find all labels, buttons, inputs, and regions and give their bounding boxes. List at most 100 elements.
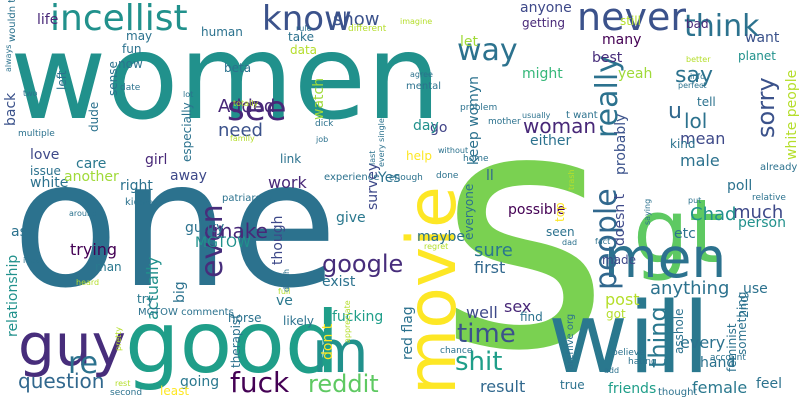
word-human: human	[201, 25, 243, 39]
word-reddit: reddit	[308, 370, 379, 398]
word-exist: exist	[322, 274, 356, 290]
word-guilty: guilty	[185, 220, 224, 236]
word-know: know	[262, 0, 352, 39]
word-rule: rule	[296, 24, 312, 33]
word-2nd: 2nd	[737, 295, 751, 318]
word-need: need	[218, 120, 263, 141]
word-patriarchy: patriarchy	[222, 193, 273, 204]
word-trash: trash	[567, 169, 576, 190]
word-family: family	[230, 134, 255, 143]
word-u: u	[668, 99, 682, 124]
word-getting: getting	[522, 16, 565, 30]
word-experience: experience	[324, 172, 379, 183]
word-help: help	[406, 149, 432, 163]
word-sure: sure	[474, 240, 513, 261]
word-mgtow-comments: MGTOW comments	[138, 307, 234, 318]
word-better: better	[686, 55, 711, 64]
word-top: top	[553, 202, 567, 222]
word-idea: idea	[23, 256, 40, 265]
word-back: back	[3, 92, 19, 126]
word-trying: trying	[70, 240, 117, 259]
word-life: life	[37, 12, 58, 28]
word-usually: usually	[522, 111, 551, 120]
word-even: even	[195, 204, 230, 278]
word-might: might	[522, 66, 563, 82]
word-white-people: white people	[784, 70, 800, 160]
word-full: full	[278, 287, 290, 296]
word-relative: relative	[752, 193, 786, 203]
word-friends: friends	[608, 381, 656, 397]
word-account: account	[710, 353, 746, 363]
word-work: work	[268, 173, 307, 192]
word-anything: anything	[650, 278, 729, 299]
word-use: use	[743, 281, 768, 297]
word-beta: beta	[224, 61, 251, 75]
word-link: link	[280, 152, 301, 166]
word-men: men	[604, 226, 726, 290]
word-agree: agree	[410, 70, 433, 79]
word-say: say	[675, 63, 713, 88]
word-fact: fact	[595, 237, 610, 246]
word-want: want	[745, 30, 780, 46]
word-dad: dad	[562, 238, 577, 247]
word-lot: lot	[183, 90, 193, 99]
word-incellist: incellist	[50, 0, 188, 39]
word-best: best	[592, 50, 623, 66]
word-added: Added	[218, 96, 275, 117]
word-show: show	[333, 9, 380, 30]
word-especially: especially	[180, 102, 194, 162]
word-therapist: therapist	[229, 314, 243, 368]
word-s: s	[438, 39, 610, 400]
word-either: either	[530, 133, 571, 149]
word-first: first	[474, 258, 505, 277]
word-around: around	[69, 209, 97, 218]
word-people: people	[589, 188, 624, 290]
word-result: result	[480, 377, 525, 396]
word-add: add	[604, 366, 619, 375]
word-planet: planet	[738, 49, 776, 63]
word-though: though	[270, 215, 286, 265]
word-issue: issue	[30, 164, 61, 178]
word-time: time	[457, 319, 516, 349]
word-re: re	[68, 346, 98, 381]
word-thought: thought	[658, 387, 697, 398]
word-m: m	[312, 318, 369, 386]
word-horse: horse	[228, 311, 262, 325]
word-totally: totally	[233, 99, 259, 108]
word-big: big	[172, 281, 188, 303]
word-lol: lol	[684, 109, 707, 133]
word-t-want: t want	[566, 110, 598, 121]
word-something: something	[735, 291, 749, 355]
word-data: data	[290, 43, 317, 57]
word-done: done	[436, 171, 459, 181]
word-ask: ask	[11, 224, 36, 240]
word-last: last	[368, 151, 377, 165]
word-every: every	[680, 333, 725, 352]
word-possible: possible	[508, 202, 565, 218]
word-fuck: fuck	[230, 366, 290, 399]
word-mother: mother	[488, 117, 521, 127]
word-home: home	[463, 154, 489, 164]
word-post: post	[605, 290, 640, 309]
word-put: put	[688, 196, 701, 205]
word-always: always	[4, 45, 13, 72]
word-white: white	[30, 175, 68, 191]
word-survey: survey	[365, 163, 381, 210]
word-second: second	[110, 388, 142, 398]
word-least: least	[160, 384, 189, 398]
word-well: well	[466, 303, 498, 322]
word-female: female	[692, 378, 747, 397]
word-already: already	[760, 162, 797, 173]
word-maybe: maybe	[417, 229, 465, 245]
word-asshole: asshole	[672, 308, 686, 354]
word-good: good	[125, 293, 339, 393]
word-try: try	[137, 292, 154, 306]
word-chance: chance	[440, 346, 473, 356]
word-many: many	[602, 32, 641, 48]
word-make: make	[213, 219, 268, 243]
word-find: find	[520, 310, 543, 324]
word-sense: sense	[106, 61, 120, 96]
word-never: never	[577, 0, 686, 39]
word-go: go	[430, 120, 447, 136]
word-man: man	[95, 260, 122, 274]
